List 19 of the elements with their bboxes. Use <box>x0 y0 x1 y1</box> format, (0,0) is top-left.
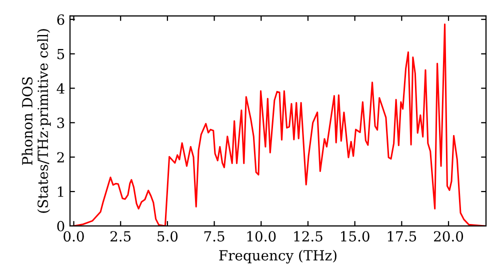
y-tick-label: 2 <box>57 152 64 162</box>
y-tick-label: 1 <box>58 186 64 197</box>
line-series <box>72 23 485 226</box>
y-axis-title: Phonon DOS (States/THz·primitive cell) <box>22 29 51 213</box>
x-tick-label: 0.0 <box>64 231 84 242</box>
x-tick-label: 5.0 <box>158 231 178 242</box>
x-tick-label: 10.0 <box>247 231 276 242</box>
x-tick-label: 7.5 <box>204 231 224 242</box>
y-tick-label: 6 <box>57 14 64 25</box>
x-tick-label: 17.5 <box>388 231 416 242</box>
x-axis-title: Frequency (THz) <box>219 250 336 264</box>
x-tick-label: 12.5 <box>294 231 322 242</box>
x-tick-label: 20.0 <box>434 231 464 242</box>
y-tick-label: 3 <box>57 118 64 128</box>
x-tick-label: 2.5 <box>110 231 131 242</box>
x-tick-label: 15.0 <box>341 231 370 242</box>
y-tick-label: 4 <box>56 83 64 94</box>
y-tick-label: 5 <box>57 48 64 60</box>
y-tick-label: 0 <box>57 220 64 232</box>
